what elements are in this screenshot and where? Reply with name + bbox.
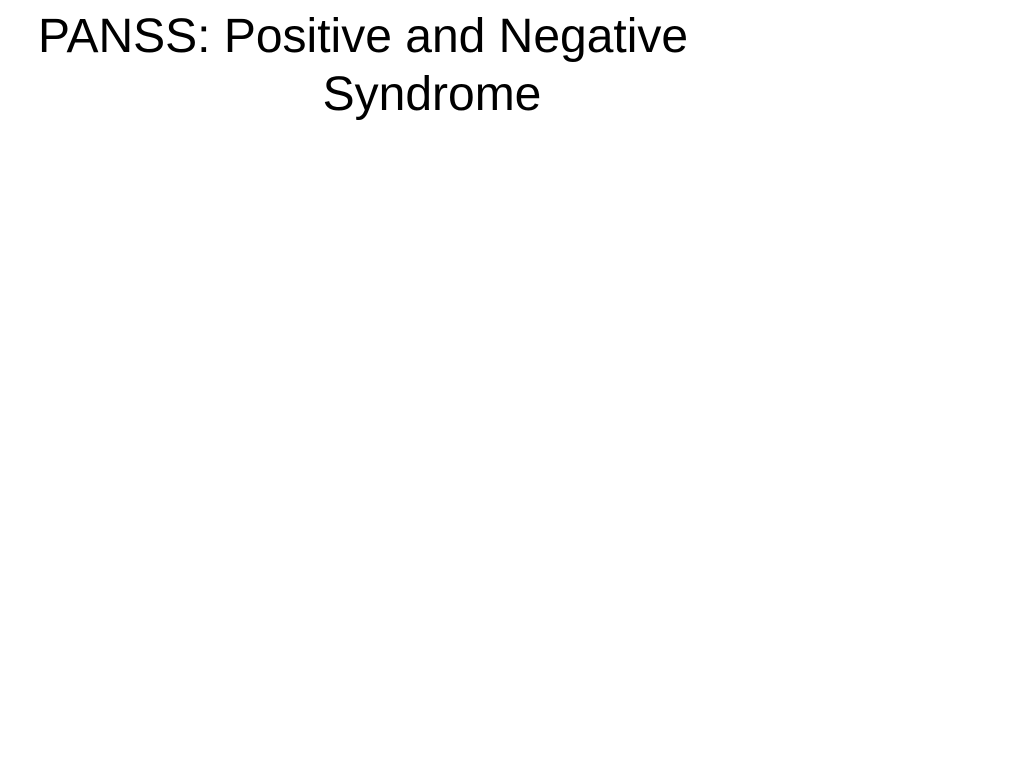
title-line-2: Syndrome (30, 66, 994, 124)
slide-title: PANSS: Positive and Negative Syndrome (0, 8, 1024, 123)
title-line-1: PANSS: Positive and Negative (30, 8, 994, 66)
slide-container: PANSS: Positive and Negative Syndrome (0, 0, 1024, 768)
